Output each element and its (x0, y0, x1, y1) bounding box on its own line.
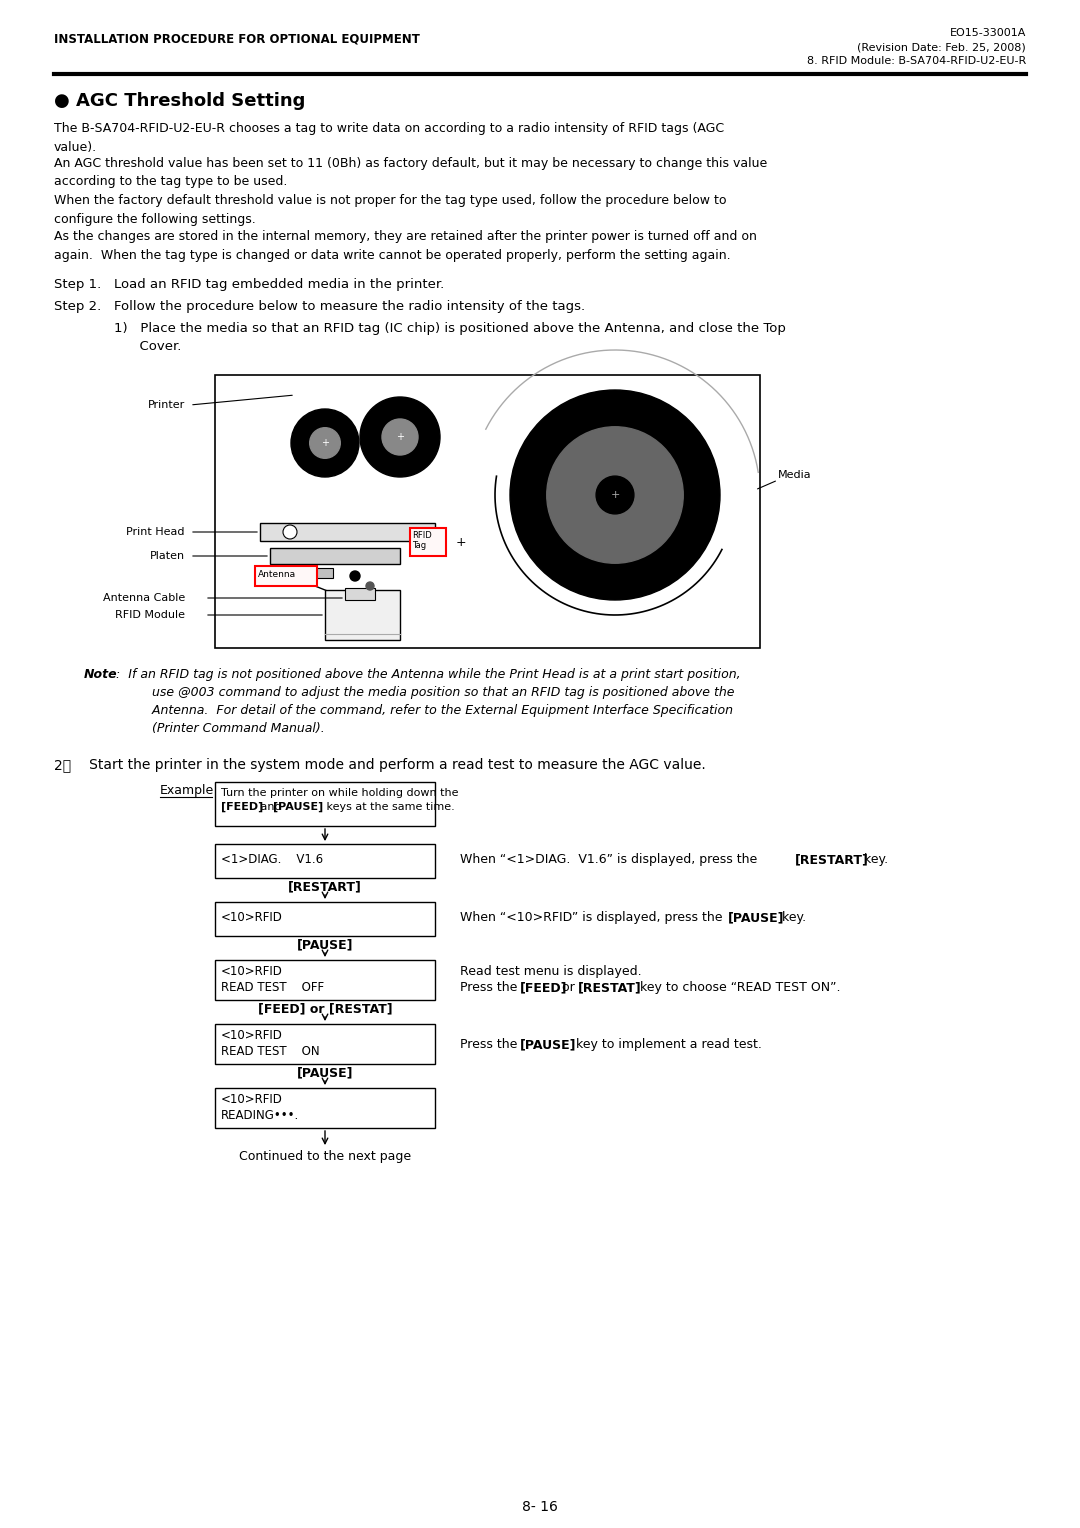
Text: RFID Module: RFID Module (114, 610, 185, 620)
Text: Antenna Cable: Antenna Cable (103, 593, 185, 604)
Text: INSTALLATION PROCEDURE FOR OPTIONAL EQUIPMENT: INSTALLATION PROCEDURE FOR OPTIONAL EQUI… (54, 32, 420, 44)
Text: Platen: Platen (150, 552, 185, 561)
Circle shape (366, 582, 374, 590)
Bar (215, 960, 435, 999)
Text: +: + (456, 535, 467, 549)
Circle shape (350, 571, 360, 581)
Text: or: or (558, 981, 579, 995)
Text: [PAUSE]: [PAUSE] (273, 802, 323, 813)
Text: Read test menu is displayed.: Read test menu is displayed. (460, 966, 642, 978)
Bar (215, 1088, 435, 1128)
Circle shape (510, 390, 720, 601)
Text: 8- 16: 8- 16 (522, 1500, 558, 1514)
Text: [FEED] or [RESTAT]: [FEED] or [RESTAT] (258, 1002, 392, 1015)
Text: Cover.: Cover. (114, 341, 181, 353)
Text: [RESTART]: [RESTART] (288, 880, 362, 892)
Bar (215, 843, 435, 879)
Circle shape (283, 526, 297, 539)
Text: 1)   Place the media so that an RFID tag (IC chip) is positioned above the Anten: 1) Place the media so that an RFID tag (… (114, 322, 786, 335)
Text: <10>RFID: <10>RFID (221, 1028, 283, 1042)
Circle shape (310, 428, 340, 458)
Circle shape (546, 426, 684, 564)
Text: READ TEST    ON: READ TEST ON (221, 1045, 320, 1057)
Bar (325, 590, 400, 640)
Text: keys at the same time.: keys at the same time. (323, 802, 455, 811)
Text: When “<10>RFID” is displayed, press the: When “<10>RFID” is displayed, press the (460, 911, 727, 924)
Text: 8. RFID Module: B-SA704-RFID-U2-EU-R: 8. RFID Module: B-SA704-RFID-U2-EU-R (807, 57, 1026, 66)
Text: READING•••.: READING•••. (221, 1109, 299, 1122)
Circle shape (382, 419, 418, 455)
Bar (270, 549, 400, 564)
Text: (Revision Date: Feb. 25, 2008): (Revision Date: Feb. 25, 2008) (858, 41, 1026, 52)
Text: EO15-33001A: EO15-33001A (949, 28, 1026, 38)
Text: Continued to the next page: Continued to the next page (239, 1151, 411, 1163)
Bar (215, 1024, 435, 1063)
Text: [FEED]: [FEED] (519, 981, 567, 995)
Text: 2）: 2） (54, 758, 71, 772)
Text: ● AGC Threshold Setting: ● AGC Threshold Setting (54, 92, 306, 110)
Text: +: + (610, 490, 620, 500)
Text: The B-SA704-RFID-U2-EU-R chooses a tag to write data on according to a radio int: The B-SA704-RFID-U2-EU-R chooses a tag t… (54, 122, 724, 153)
Text: key to implement a read test.: key to implement a read test. (572, 1038, 761, 1051)
Text: Turn the printer on while holding down the: Turn the printer on while holding down t… (221, 788, 459, 798)
Text: Press the: Press the (460, 981, 522, 995)
Text: An AGC threshold value has been set to 11 (0Bh) as factory default, but it may b: An AGC threshold value has been set to 1… (54, 157, 767, 188)
Text: Printer: Printer (148, 400, 185, 410)
Text: Start the printer in the system mode and perform a read test to measure the AGC : Start the printer in the system mode and… (76, 758, 705, 772)
Text: [PAUSE]: [PAUSE] (297, 938, 353, 950)
Text: and: and (257, 802, 285, 811)
Text: [FEED]: [FEED] (221, 802, 264, 813)
Text: Step 1.   Load an RFID tag embedded media in the printer.: Step 1. Load an RFID tag embedded media … (54, 278, 444, 290)
Circle shape (291, 410, 359, 477)
Circle shape (360, 397, 440, 477)
Bar (345, 588, 375, 601)
Text: <10>RFID: <10>RFID (221, 1093, 283, 1106)
Text: [RESTAT]: [RESTAT] (578, 981, 642, 995)
Text: As the changes are stored in the internal memory, they are retained after the pr: As the changes are stored in the interna… (54, 231, 757, 261)
Text: [PAUSE]: [PAUSE] (297, 1067, 353, 1079)
Bar (260, 523, 435, 541)
Text: Press the: Press the (460, 1038, 522, 1051)
Text: [RESTART]: [RESTART] (795, 853, 869, 866)
Text: Example: Example (160, 784, 214, 798)
Bar (215, 782, 435, 827)
Text: :  If an RFID tag is not positioned above the Antenna while the Print Head is at: : If an RFID tag is not positioned above… (116, 668, 741, 735)
Text: RFID
Tag: RFID Tag (411, 532, 432, 550)
Text: Print Head: Print Head (126, 527, 185, 536)
Text: Step 2.   Follow the procedure below to measure the radio intensity of the tags.: Step 2. Follow the procedure below to me… (54, 299, 585, 313)
Text: +: + (321, 439, 329, 448)
Text: key to choose “READ TEST ON”.: key to choose “READ TEST ON”. (636, 981, 840, 995)
Text: Antenna: Antenna (258, 570, 296, 579)
Bar (410, 529, 446, 556)
Bar (255, 565, 318, 587)
Text: <1>DIAG.    V1.6: <1>DIAG. V1.6 (221, 853, 323, 866)
Text: <10>RFID: <10>RFID (221, 911, 283, 924)
Text: key.: key. (860, 853, 888, 866)
Bar (215, 374, 760, 648)
Bar (264, 568, 333, 578)
Text: Note: Note (84, 668, 118, 681)
Circle shape (596, 477, 634, 513)
Text: Media: Media (778, 471, 812, 480)
Text: When the factory default threshold value is not proper for the tag type used, fo: When the factory default threshold value… (54, 194, 727, 226)
Text: When “<1>DIAG.  V1.6” is displayed, press the: When “<1>DIAG. V1.6” is displayed, press… (460, 853, 761, 866)
Text: +: + (396, 432, 404, 442)
Bar (215, 902, 435, 937)
Text: READ TEST    OFF: READ TEST OFF (221, 981, 324, 995)
Text: <10>RFID: <10>RFID (221, 966, 283, 978)
Text: key.: key. (778, 911, 806, 924)
Text: [PAUSE]: [PAUSE] (728, 911, 784, 924)
Text: [PAUSE]: [PAUSE] (519, 1038, 577, 1051)
